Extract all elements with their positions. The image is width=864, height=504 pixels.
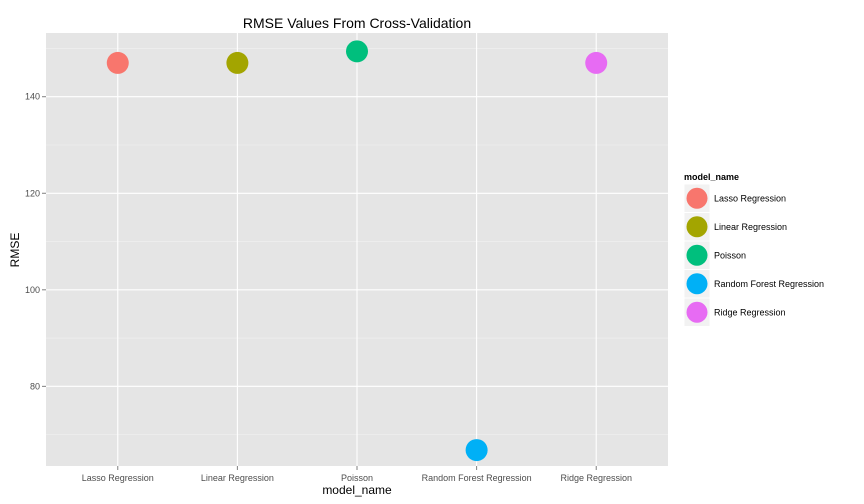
data-point xyxy=(465,439,488,462)
legend-items: Lasso Regression Linear Regression Poisson… xyxy=(683,183,824,327)
legend-label: Random Forest Regression xyxy=(714,279,824,289)
major-gridlines xyxy=(46,33,668,466)
x-axis: Lasso Regression Linear Regression Poisson… xyxy=(82,466,632,483)
legend-title: model_name xyxy=(684,172,739,182)
data-point xyxy=(346,40,368,63)
x-tick-label: Lasso Regression xyxy=(82,473,154,483)
x-tick-label: Poisson xyxy=(341,473,373,483)
y-tick-label: 120 xyxy=(25,188,40,198)
x-tick-label: Linear Regression xyxy=(201,473,274,483)
legend-key-marker xyxy=(686,216,708,238)
y-tick-label: 100 xyxy=(25,285,40,295)
y-tick-label: 140 xyxy=(25,92,40,102)
data-point xyxy=(106,51,129,74)
x-tick-label: Random Forest Regression xyxy=(422,473,532,483)
legend-label: Linear Regression xyxy=(714,222,787,232)
legend-key-marker xyxy=(686,273,708,295)
data-point xyxy=(585,51,608,74)
y-axis: 80 100 120 140 xyxy=(25,92,46,391)
legend-key-marker xyxy=(686,187,708,209)
data-points xyxy=(106,40,608,462)
y-tick-label: 80 xyxy=(30,381,40,391)
legend-label: Lasso Regression xyxy=(714,193,786,203)
legend-label: Poisson xyxy=(714,250,746,260)
legend-key-marker xyxy=(686,244,708,266)
y-axis-title: RMSE xyxy=(8,233,22,268)
x-tick-label: Ridge Regression xyxy=(560,473,632,483)
legend: model_name Lasso Regression Linear Regres… xyxy=(683,172,824,327)
legend-key-marker xyxy=(686,301,708,323)
chart-title: RMSE Values From Cross-Validation xyxy=(243,15,471,31)
legend-label: Ridge Regression xyxy=(714,307,786,317)
data-point xyxy=(226,51,249,74)
x-axis-title: model_name xyxy=(322,483,392,497)
